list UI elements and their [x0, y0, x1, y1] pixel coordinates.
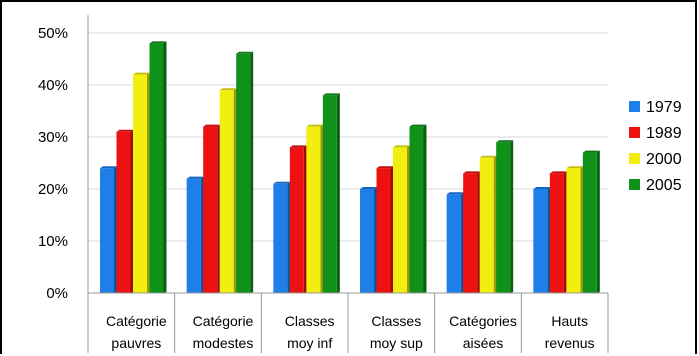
bar-side: [563, 171, 567, 293]
bar-top: [360, 187, 377, 189]
bar-1979: [533, 189, 548, 293]
bar-side: [596, 150, 600, 293]
legend-swatch-2005: [629, 179, 640, 190]
bar-2000: [306, 126, 321, 293]
bar-1989: [549, 173, 564, 293]
bar-side: [233, 88, 237, 293]
bar-top: [236, 51, 254, 54]
legend-label: 2005: [646, 177, 682, 194]
bar-top: [533, 187, 551, 189]
bar-top: [376, 166, 394, 169]
bar-1979: [360, 189, 374, 293]
bar-side: [407, 145, 410, 293]
bar-2000: [219, 90, 234, 293]
y-tick-label: 0%: [46, 285, 68, 302]
x-tick-label: Catégorie pauvres: [106, 313, 167, 351]
bar-2005: [322, 95, 337, 294]
bar-2005: [149, 43, 164, 294]
bar-side: [250, 51, 254, 293]
bar-1989: [116, 131, 131, 293]
bar-1989: [463, 173, 478, 293]
bar-side: [460, 192, 464, 293]
bar-top: [409, 124, 427, 127]
bar-top: [463, 171, 481, 174]
x-tick-label: Classes moy sup: [370, 313, 423, 351]
bar-side: [423, 124, 427, 293]
legend: 1979 1989 2000 2005: [629, 99, 682, 194]
bar-top: [219, 88, 237, 91]
y-tick-label: 40%: [38, 77, 68, 94]
y-tick-label: 10%: [38, 233, 68, 250]
bar-top: [446, 192, 464, 195]
bar-top: [273, 181, 291, 184]
bar-top: [289, 145, 307, 148]
bar-2000: [566, 168, 581, 293]
bar-side: [114, 166, 117, 293]
bar-top: [116, 129, 134, 132]
x-tick-label: Classes moy inf: [285, 313, 335, 351]
bar-2005: [409, 126, 424, 293]
bar-top: [496, 140, 514, 143]
bars: [100, 41, 600, 294]
bar-2005: [582, 152, 597, 293]
legend-label: 2000: [646, 151, 682, 168]
bar-side: [374, 187, 377, 293]
bar-2005: [236, 53, 251, 293]
bar-side: [200, 176, 204, 293]
bar-top: [133, 72, 150, 75]
bar-top: [306, 124, 324, 127]
bar-1979: [273, 183, 288, 293]
bar-top: [203, 124, 221, 127]
bar-top: [149, 41, 167, 44]
bar-top: [479, 155, 497, 158]
legend-label: 1979: [646, 99, 682, 116]
bar-2000: [133, 74, 147, 293]
bar-1979: [100, 168, 114, 293]
bar-side: [580, 166, 584, 293]
legend-swatch-1979: [629, 101, 640, 112]
bar-side: [493, 155, 497, 293]
bar-2000: [393, 147, 407, 293]
bar-side: [217, 124, 221, 293]
bar-side: [547, 187, 551, 293]
bar-side: [147, 72, 150, 293]
bar-side: [320, 124, 324, 293]
bar-2005: [496, 142, 511, 293]
bar-top: [322, 93, 340, 96]
bar-side: [163, 41, 167, 294]
x-tick-label: Catégorie modestes: [193, 313, 254, 351]
bar-1989: [289, 147, 304, 293]
legend-label: 1989: [646, 125, 682, 142]
bar-top: [186, 176, 204, 179]
bar-1979: [446, 194, 461, 293]
bar-side: [303, 145, 307, 293]
bar-side: [287, 181, 291, 293]
bar-1989: [203, 126, 218, 293]
bar-side: [336, 93, 340, 294]
gridlines: [88, 32, 608, 242]
bar-top: [100, 166, 117, 169]
x-tick-label: Hauts revenus: [545, 313, 595, 351]
x-tick-label: Catégories aisées: [449, 313, 517, 351]
bar-2000: [479, 157, 494, 293]
bar-side: [510, 140, 514, 293]
bar-top: [393, 145, 410, 148]
bar-top: [566, 166, 584, 169]
axes: 0% 10% 20% 30% 40% 50% Catégorie pauvres Catégor…: [38, 15, 609, 353]
bar-top: [582, 150, 600, 153]
y-tick-label: 50%: [38, 25, 68, 42]
legend-swatch-2000: [629, 153, 640, 164]
bar-1979: [186, 178, 201, 293]
bar-top: [549, 171, 567, 174]
bar-side: [477, 171, 481, 293]
bar-side: [130, 129, 134, 293]
y-tick-label: 20%: [38, 181, 68, 198]
bar-side: [390, 166, 394, 293]
legend-swatch-1989: [629, 127, 640, 138]
y-tick-label: 30%: [38, 129, 68, 146]
bar-1989: [376, 168, 391, 293]
